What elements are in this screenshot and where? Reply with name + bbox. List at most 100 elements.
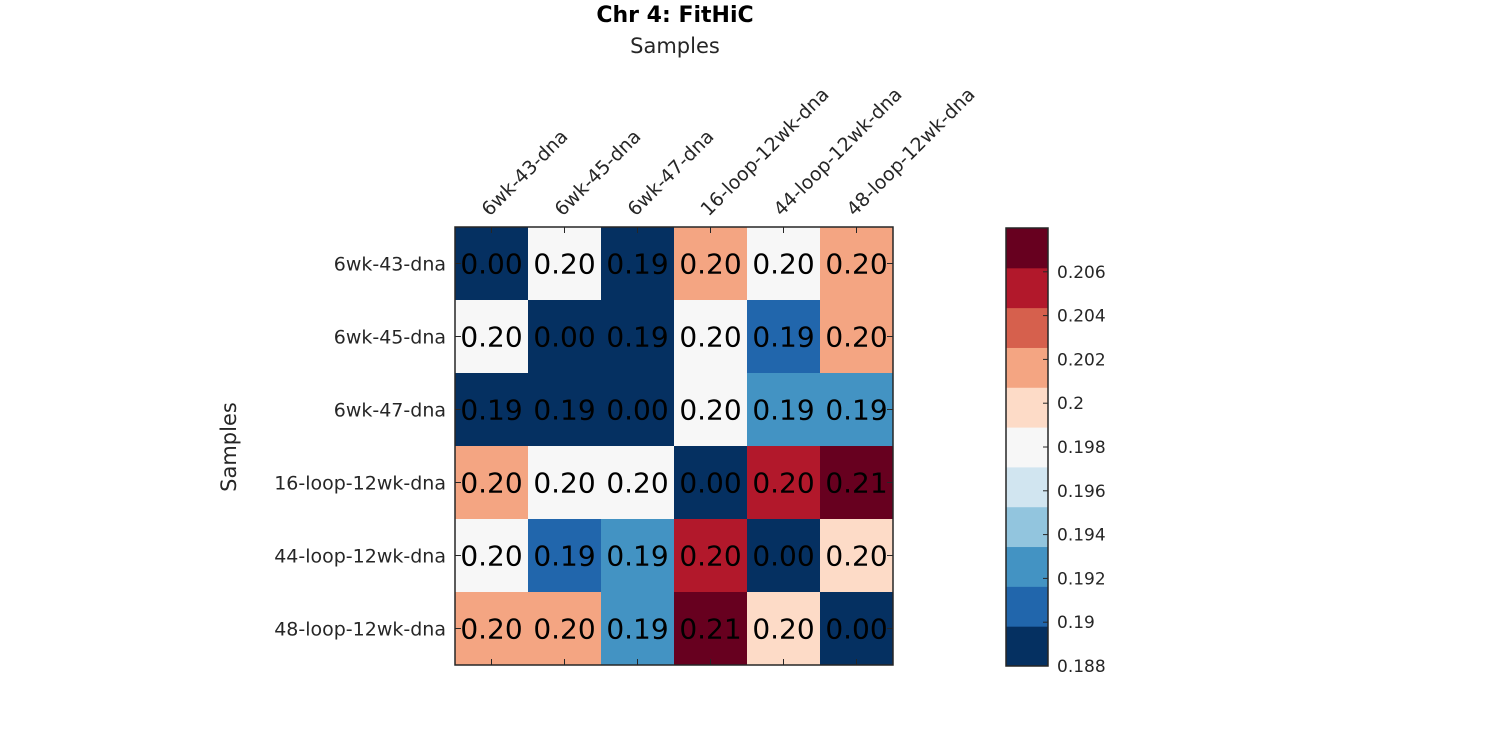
cell-value-label: 0.20: [825, 248, 887, 281]
heatmap-cell: [528, 446, 602, 520]
cell-value-label: 0.19: [606, 321, 668, 354]
heatmap-cell: [455, 519, 529, 593]
colorbar-segment: [1006, 228, 1048, 269]
heatmap-cell: [528, 519, 602, 593]
heatmap-cell: [601, 227, 675, 301]
colorbar-segment: [1006, 546, 1048, 587]
heatmap-cell: [674, 300, 748, 374]
colorbar: 0.188 0.19 0.192 0.194 0.196 0.198 0.2 0.202 0.2…: [1005, 227, 1106, 677]
colorbar-segment: [1006, 466, 1048, 508]
heatmap-cell: [674, 519, 748, 593]
colorbar-tick-label: 0.196: [1057, 482, 1106, 502]
heatmap-cell: [820, 446, 894, 520]
cell-value-label: 0.20: [460, 540, 522, 573]
colorbar-tick-label: 0.192: [1057, 569, 1106, 589]
plot-frame: [454, 226, 894, 666]
heatmap-cell: [747, 300, 821, 374]
heatmap-cell: [601, 592, 675, 666]
cell-value-label: 0.20: [825, 321, 887, 354]
heatmap-cell: [820, 300, 894, 374]
heatmap-cell: [820, 519, 894, 593]
cell-value-label: 0.00: [460, 248, 522, 281]
heatmap-cell: [601, 373, 675, 447]
cell-value-label: 0.20: [533, 467, 595, 500]
cell-value-label: 0.20: [460, 613, 522, 646]
y-tick-label: 44-loop-12wk-dna: [274, 546, 446, 568]
cell-value-label: 0.21: [679, 613, 741, 646]
cell-value-label: 0.19: [606, 613, 668, 646]
colorbar-tick-label: 0.2: [1057, 394, 1084, 414]
heatmap-cell: [747, 446, 821, 520]
cell-value-label: 0.19: [460, 394, 522, 427]
cell-value-label: 0.20: [533, 248, 595, 281]
cell-value-label: 0.00: [679, 467, 741, 500]
y-axis-label: Samples: [217, 402, 241, 492]
colorbar-tick-label: 0.19: [1057, 613, 1095, 633]
colorbar-segment: [1006, 307, 1048, 348]
heatmap-cell: [528, 373, 602, 447]
heatmap-cell: [674, 373, 748, 447]
cell-value-label: 0.20: [752, 613, 814, 646]
colorbar-tick-label: 0.202: [1057, 350, 1106, 370]
x-axis-label: Samples: [630, 34, 720, 58]
heatmap-cell: [747, 592, 821, 666]
colorbar-tick-label: 0.198: [1057, 438, 1106, 458]
cell-value-label: 0.20: [752, 248, 814, 281]
heatmap-cell: [455, 592, 529, 666]
colorbar-tick-label: 0.188: [1057, 657, 1106, 677]
heatmap-cell: [528, 300, 602, 374]
heatmap-cell: [820, 592, 894, 666]
cell-value-label: 0.20: [606, 467, 668, 500]
cell-value-label: 0.20: [825, 540, 887, 573]
heatmap-cell: [747, 373, 821, 447]
cell-value-label: 0.21: [825, 467, 887, 500]
cell-value-label: 0.20: [679, 394, 741, 427]
heatmap-cell: [747, 227, 821, 301]
heatmap-cell: [528, 227, 602, 301]
heatmap-cell: [747, 519, 821, 593]
heatmap-cell: [455, 227, 529, 301]
cell-value-label: 0.20: [752, 467, 814, 500]
cell-value-label: 0.19: [752, 321, 814, 354]
colorbar-segment: [1006, 347, 1048, 388]
colorbar-segment: [1006, 506, 1048, 548]
x-tick-label: 48-loop-12wk-dna: [842, 83, 979, 220]
y-tick-label: 6wk-45-dna: [334, 327, 446, 349]
cell-value-label: 0.19: [606, 540, 668, 573]
cell-value-label: 0.19: [825, 394, 887, 427]
colorbar-segment: [1006, 267, 1048, 309]
y-tick-label: 6wk-43-dna: [334, 254, 446, 276]
cell-value-label: 0.20: [679, 248, 741, 281]
cell-value-label: 0.20: [460, 467, 522, 500]
colorbar-tick-label: 0.194: [1057, 526, 1106, 546]
heatmap-cell: [674, 592, 748, 666]
colorbar-segment: [1006, 626, 1048, 667]
heatmap-cells: [455, 227, 894, 666]
heatmap-cell: [820, 373, 894, 447]
cell-value-label: 0.20: [460, 321, 522, 354]
x-tick-label: 16-loop-12wk-dna: [696, 83, 833, 220]
cell-value-label: 0.19: [533, 394, 595, 427]
cell-value-label: 0.20: [533, 613, 595, 646]
heatmap-cell: [674, 446, 748, 520]
cell-value-label: 0.20: [679, 321, 741, 354]
cell-value-label: 0.00: [752, 540, 814, 573]
cell-value-label: 0.20: [679, 540, 741, 573]
heatmap-cell: [528, 592, 602, 666]
colorbar-segment: [1006, 387, 1048, 428]
heatmap-cell: [820, 227, 894, 301]
cell-value-label: 0.19: [533, 540, 595, 573]
heatmap-cell: [455, 300, 529, 374]
heatmap-cell: [601, 300, 675, 374]
x-tick-label: 44-loop-12wk-dna: [769, 83, 906, 220]
heatmap-cell: [674, 227, 748, 301]
heatmap-cell: [601, 446, 675, 520]
cell-value-label: 0.19: [752, 394, 814, 427]
y-tick-label: 16-loop-12wk-dna: [274, 473, 446, 495]
cell-value-label: 0.00: [825, 613, 887, 646]
heatmap-cell: [601, 519, 675, 593]
chart-title: Chr 4: FitHiC: [596, 3, 753, 28]
colorbar-tick-label: 0.204: [1057, 307, 1106, 327]
colorbar-segment: [1006, 586, 1048, 627]
